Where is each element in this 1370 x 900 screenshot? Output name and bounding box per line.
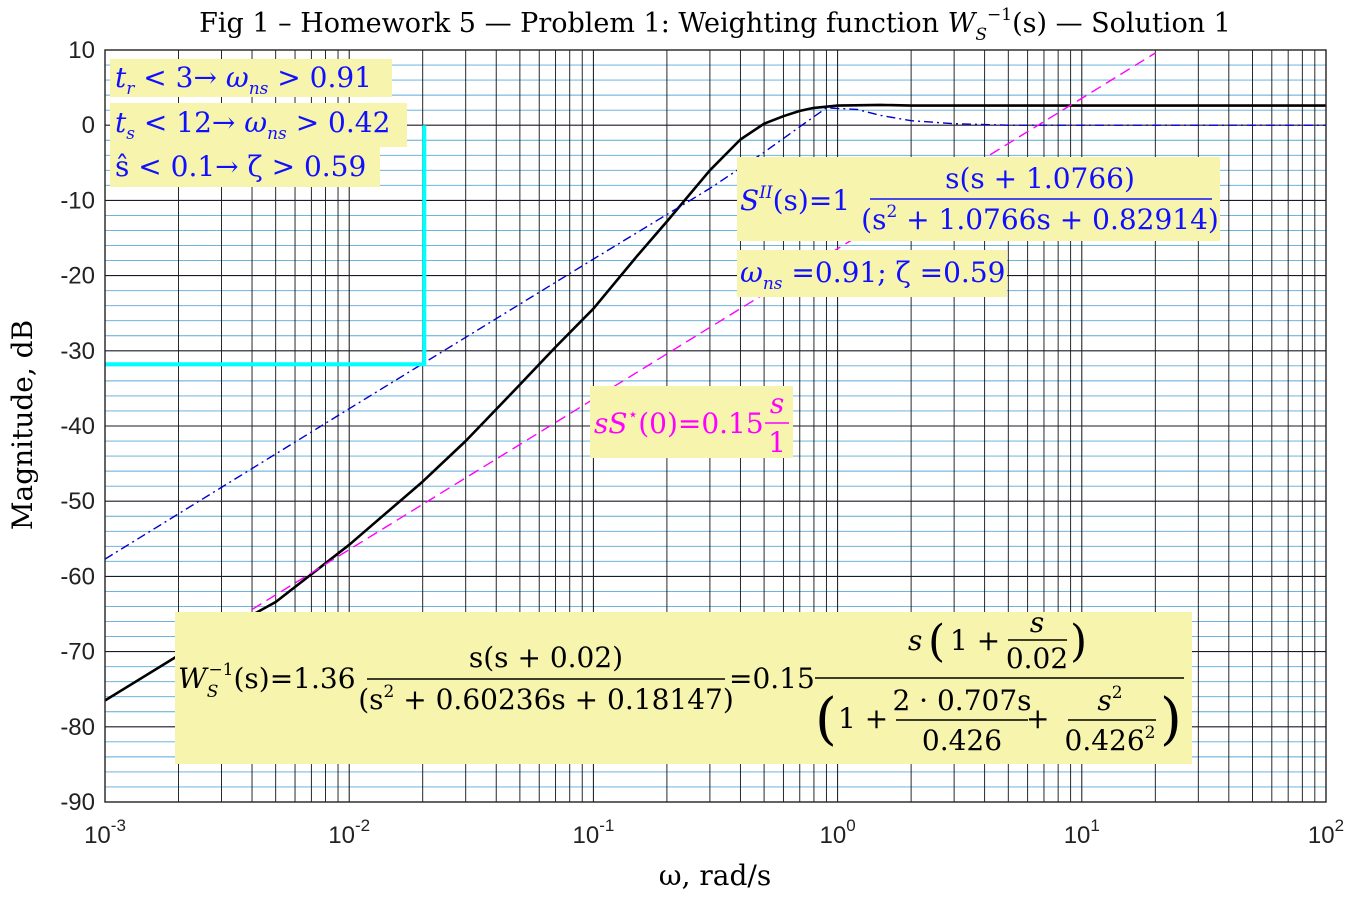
y-tick-label: -80 xyxy=(60,714,95,741)
ws-num2-lparen: ( xyxy=(928,616,945,667)
ss0-annotation: sS⋆(0)=0.15 s 1 xyxy=(590,386,793,459)
x-tick-label: 10-1 xyxy=(572,816,614,849)
ws-den2-fnum: 2 · 0.707s xyxy=(892,684,1031,717)
ws-lhs: WS−1(s)=1.36 xyxy=(178,660,356,702)
wns-zeta-text: ωns =0.91; ζ =0.59 xyxy=(740,256,1005,294)
ws-den2-gnum: s2 xyxy=(1097,683,1122,717)
x-tick-label: 10-2 xyxy=(328,816,370,849)
sii-lhs: SII(s)=1 xyxy=(740,183,850,217)
ss0-box xyxy=(590,386,793,458)
sii-annotation: SII(s)=1 s(s + 1.0766) (s2 + 1.0766s + 0… xyxy=(737,157,1220,297)
spec-box-1 xyxy=(110,59,392,97)
ss0-lhs: sS⋆(0)=0.15 xyxy=(594,405,764,440)
ws-num2-inner: 1 + xyxy=(950,624,1000,657)
ws-num2-s: s xyxy=(908,624,922,657)
y-tick-label: 10 xyxy=(68,37,95,64)
wns-box xyxy=(737,250,1007,297)
ws-den2-fden: 0.426 xyxy=(922,724,1002,757)
ws-den2-rparen: ) xyxy=(1160,687,1182,752)
ws-box xyxy=(175,612,1192,764)
plot-frame xyxy=(104,49,1327,803)
sii-magnitude-line xyxy=(104,107,1326,560)
spec-annotations: tr < 3→ ωns > 0.91 ts < 12→ ωns > 0.42 ŝ… xyxy=(110,59,407,187)
ws-num2-frac-num: s xyxy=(1030,606,1044,639)
x-tick-label: 102 xyxy=(1308,816,1344,849)
x-tick-label: 101 xyxy=(1064,816,1100,849)
spec-box-2 xyxy=(110,103,407,147)
spec-box-3 xyxy=(110,147,380,187)
y-axis-label: Magnitude, dB xyxy=(6,320,39,530)
y-tick-label: -60 xyxy=(60,563,95,590)
y-tick-label: -70 xyxy=(60,639,95,666)
y-tick-label: -20 xyxy=(60,263,95,290)
sii-numerator: s(s + 1.0766) xyxy=(945,162,1135,195)
y-tick-label: -30 xyxy=(60,338,95,365)
plot-series xyxy=(104,52,1326,702)
ws-annotation: WS−1(s)=1.36 s(s + 0.02) (s2 + 0.60236s … xyxy=(175,606,1192,764)
ws-num2-rparen: ) xyxy=(1070,616,1087,667)
y-tick-label: -50 xyxy=(60,488,95,515)
ws-den1: (s2 + 0.60236s + 0.18147) xyxy=(358,682,734,716)
spec-overshoot: ŝ < 0.1→ ζ > 0.59 xyxy=(115,150,366,183)
y-tick-label: -90 xyxy=(60,789,95,816)
ws-num2-frac-den: 0.02 xyxy=(1006,642,1068,675)
spec-settling-time: ts < 12→ ωns > 0.42 xyxy=(115,106,390,144)
x-tick-label: 100 xyxy=(820,816,856,849)
x-axis-label: ω, rad/s xyxy=(659,859,771,892)
spec-rise-time: tr < 3→ ωns > 0.91 xyxy=(115,61,372,99)
y-tick-label: -10 xyxy=(60,187,95,214)
ws-den2-a: 1 + xyxy=(838,702,888,735)
low-freq-asymptote-line xyxy=(251,52,1156,611)
spec-boundary-line xyxy=(105,125,427,367)
sii-denominator: (s2 + 1.0766s + 0.82914) xyxy=(861,202,1219,236)
ws-inverse-magnitude-line xyxy=(104,103,1326,702)
y-tick-label: -40 xyxy=(60,413,95,440)
chart-title: Fig 1 – Homework 5 — Problem 1: Weightin… xyxy=(199,5,1231,45)
ss0-numerator: s xyxy=(770,387,784,420)
y-tick-label: 0 xyxy=(82,112,95,139)
ss0-denominator: 1 xyxy=(768,426,786,459)
ws-den2-gden: 0.4262 xyxy=(1065,723,1156,757)
ws-mid: =0.15 xyxy=(729,662,815,695)
ws-den2-plus: + xyxy=(1026,702,1049,735)
ws-den2-lparen: ( xyxy=(815,687,837,752)
x-tick-label: 10-3 xyxy=(84,816,126,849)
ws-num1: s(s + 0.02) xyxy=(469,641,623,674)
